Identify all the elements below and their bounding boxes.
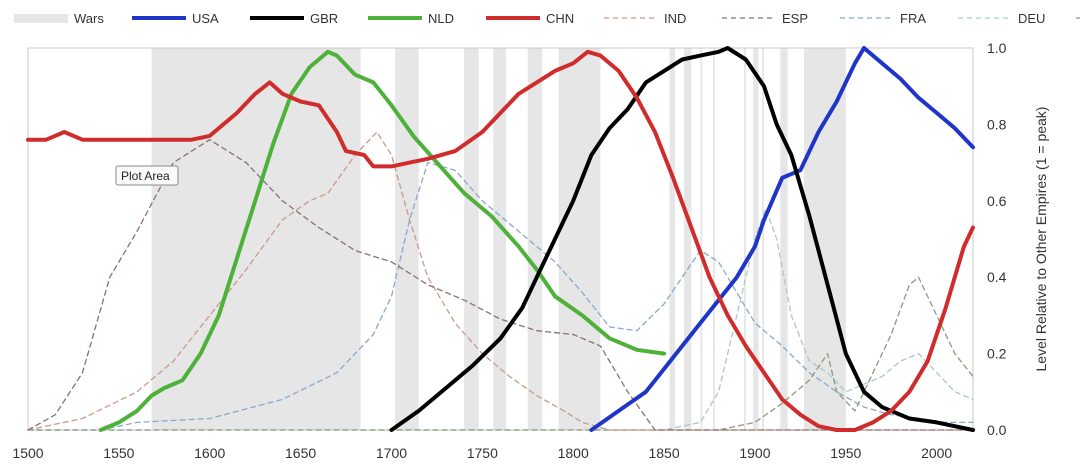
y-tick-label: 1.0 xyxy=(987,40,1007,56)
series-line-nld xyxy=(98,49,667,432)
legend-item-ind: IND xyxy=(604,11,686,26)
war-period-6 xyxy=(669,48,675,430)
war-period-5 xyxy=(558,48,601,430)
legend-item-chn: CHN xyxy=(486,11,574,26)
legend-label: CHN xyxy=(546,11,574,26)
war-period-9 xyxy=(713,48,715,430)
legend-item-jpn: JPN xyxy=(1076,17,1080,19)
x-tick-label: 1650 xyxy=(285,445,316,461)
legend-label: DEU xyxy=(1018,11,1045,26)
series-line-chn xyxy=(26,49,975,432)
series-line-gbr xyxy=(389,46,975,432)
y-axis-label: Level Relative to Other Empires (1 = pea… xyxy=(1033,107,1049,372)
x-tick-label: 1850 xyxy=(648,445,679,461)
x-tick-label: 1800 xyxy=(558,445,589,461)
legend-item-fra: FRA xyxy=(840,11,926,26)
legend-label: Wars xyxy=(74,11,104,26)
y-tick-label: 0.2 xyxy=(987,346,1007,362)
war-period-13 xyxy=(780,48,788,430)
x-tick-label: 1600 xyxy=(194,445,225,461)
y-tick-label: 0.0 xyxy=(987,422,1007,438)
y-tick-label: 0.6 xyxy=(987,193,1007,209)
series-line-jpn xyxy=(27,276,974,431)
tooltip-text: Plot Area xyxy=(121,169,170,183)
legend-label: IND xyxy=(664,11,686,26)
x-tick-label: 1550 xyxy=(103,445,134,461)
x-tick-label: 1950 xyxy=(830,445,861,461)
plot-area-tooltip: Plot Area xyxy=(115,165,179,186)
x-tick-label: 1700 xyxy=(376,445,407,461)
war-period-3 xyxy=(493,48,506,430)
legend-item-nld: NLD xyxy=(368,11,454,26)
series-line-fra xyxy=(27,161,974,431)
legend-label: GBR xyxy=(310,11,338,26)
axes: 1500 1550 1600 1650 1700 1750 1800 1850 1900 1950… xyxy=(12,40,1006,461)
war-period-4 xyxy=(527,48,543,430)
legend-item-gbr: GBR xyxy=(250,11,338,26)
war-period-8 xyxy=(700,48,703,430)
series-line-deu xyxy=(27,207,974,431)
wars-shading xyxy=(151,48,846,430)
war-period-12 xyxy=(762,48,765,430)
legend-label: FRA xyxy=(900,11,926,26)
x-tick-label: 2000 xyxy=(921,445,952,461)
war-period-0 xyxy=(151,48,361,430)
series-line-ind xyxy=(27,131,974,431)
legend: Wars USA GBR NLD CHN IND ESP FRA DEU JPN xyxy=(14,11,1080,26)
legend-label: NLD xyxy=(428,11,454,26)
legend-item-deu: DEU xyxy=(958,11,1045,26)
x-tick-label: 1900 xyxy=(739,445,770,461)
legend-item-usa: USA xyxy=(132,11,219,26)
series-line-usa xyxy=(589,46,975,432)
war-period-10 xyxy=(744,48,746,430)
legend-item-wars: Wars xyxy=(14,11,104,26)
legend-label: USA xyxy=(192,11,219,26)
x-tick-label: 1750 xyxy=(467,445,498,461)
legend-item-esp: ESP xyxy=(722,11,808,26)
war-period-7 xyxy=(684,48,692,430)
legend-swatch xyxy=(14,14,68,23)
series-line-esp xyxy=(27,139,974,431)
war-period-1 xyxy=(395,48,419,430)
x-tick-label: 1500 xyxy=(12,445,43,461)
legend-label: ESP xyxy=(782,11,808,26)
series xyxy=(26,46,975,432)
y-tick-label: 0.8 xyxy=(987,116,1007,132)
y-tick-label: 0.4 xyxy=(987,269,1007,285)
war-period-14 xyxy=(803,48,846,430)
